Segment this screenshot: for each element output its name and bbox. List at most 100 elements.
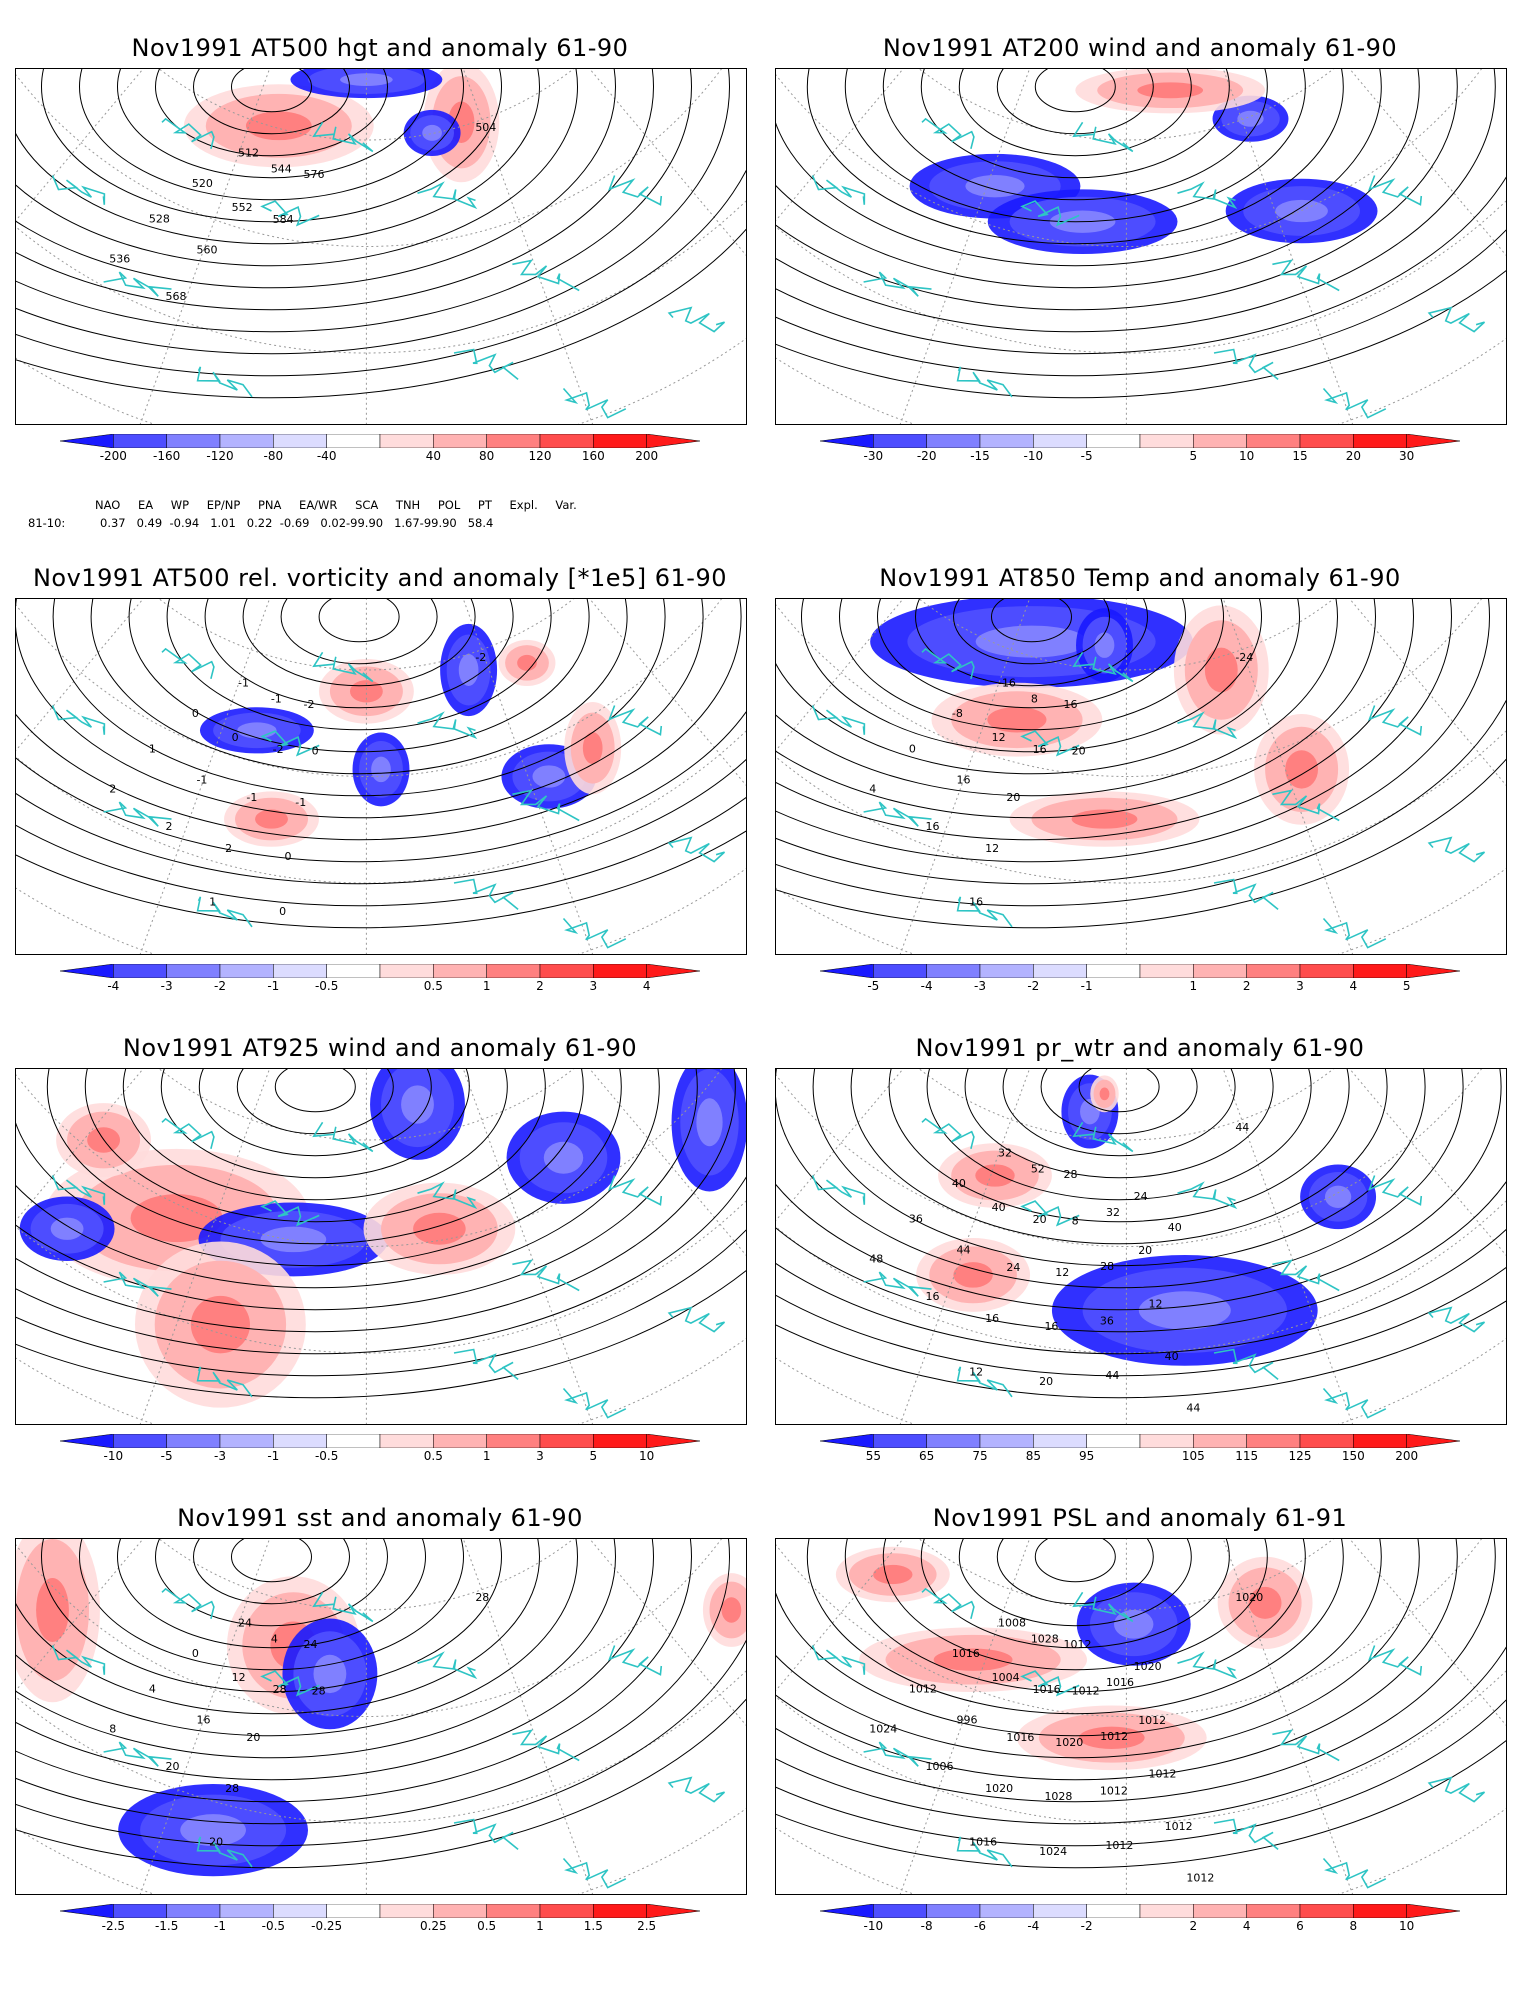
contour-label: 536: [109, 253, 130, 266]
contour: [776, 599, 1414, 841]
map-canvas: -24 -16 -8 0 4 8 12 16 16 16 16 20 12 16 20: [776, 599, 1506, 954]
meridian: [16, 599, 144, 752]
coastline: [196, 1836, 253, 1868]
contour-label: -16: [998, 676, 1016, 689]
meridian: [16, 1539, 144, 1692]
coastline: [1072, 121, 1134, 153]
colorbar-tick-label: -0.5: [261, 1919, 286, 1933]
colorbar-cell: [379, 1903, 434, 1919]
anomaly-shading: [909, 69, 1378, 254]
contour: [776, 1228, 1506, 1355]
contour: [776, 176, 1506, 355]
colorbar-cell: [1033, 1903, 1087, 1919]
teleconnection-row-label: 81-10:: [28, 516, 66, 530]
contour-label: 1020: [1235, 1591, 1263, 1604]
latitude-circle: [16, 1539, 722, 1717]
panel-title: Nov1991 pr_wtr and anomaly 61-90: [915, 1034, 1365, 1062]
contour-label: 16: [956, 773, 970, 786]
coastline: [196, 896, 253, 928]
contour: [198, 1069, 432, 1157]
colorbar-p6: 55 65 75 85 95 105 115 125 150 200: [819, 1433, 1461, 1463]
contour: [839, 599, 1224, 731]
colorbar-p7: -2.5 -1.5 -1 -0.5 -0.25 0.25 0.5 1 1.5 2.5: [59, 1903, 701, 1933]
contour-label: 1012: [1072, 1684, 1100, 1697]
colorbar-tick-label: 15: [1292, 449, 1308, 463]
lat-lon-grid: [776, 599, 1506, 954]
contour-label: 520: [192, 177, 213, 190]
coastline: [512, 259, 580, 292]
contour-label: 544: [271, 162, 292, 175]
colorbar-tick-label: -160: [153, 449, 181, 463]
coastline: [417, 1651, 478, 1680]
contour-lines: [16, 1069, 746, 1399]
contour-label: 28: [225, 1782, 239, 1795]
colorbar-cell: [326, 963, 381, 979]
colorbar-tick-label: 5: [1189, 449, 1198, 463]
coastline: [811, 175, 866, 205]
contour: [274, 1069, 356, 1113]
coastline: [453, 1348, 519, 1381]
coastline: [1213, 348, 1279, 381]
contour: [16, 1698, 746, 1869]
colorbar-p5: -10 -5 -3 -1 -0.5 0.5 1 3 5 10: [59, 1433, 701, 1463]
colorbar-cell: [539, 1433, 594, 1449]
colorbar-cell: [1033, 433, 1087, 449]
coastline: [956, 366, 1013, 398]
colorbar-cell: [1033, 963, 1087, 979]
contour: [915, 599, 1148, 687]
contour-label: 4: [271, 1632, 278, 1645]
anomaly-shading: [183, 69, 500, 183]
colorbar-tick-label: -2.5: [101, 1919, 126, 1933]
anomaly-blob-peak: [245, 111, 312, 141]
contour-label: 1012: [1100, 1784, 1128, 1797]
contour-lines: [16, 1539, 746, 1869]
contour: [193, 1539, 350, 1605]
meridian: [1222, 69, 1354, 424]
colorbar-tick-label: -3: [214, 1449, 226, 1463]
contour-label: 16: [1033, 743, 1047, 756]
coastline: [1020, 1200, 1080, 1227]
coastline: [667, 1306, 726, 1333]
colorbar-cell: [113, 963, 167, 979]
anomaly-blob-peak: [873, 1564, 913, 1585]
colorbar-cell: [486, 963, 541, 979]
contour: [16, 169, 746, 377]
contour-label: 20: [1072, 744, 1086, 757]
meridian: [1349, 1539, 1506, 1726]
contour: [812, 1069, 1426, 1267]
coastline: [1367, 175, 1423, 206]
coastline: [1427, 1776, 1486, 1803]
lat-lon-grid: [776, 1069, 1506, 1424]
colorbar-tick-label: -120: [206, 449, 234, 463]
colorbar-cell: [1193, 1433, 1247, 1449]
contour: [16, 599, 704, 819]
anomaly-blob-peak: [953, 1262, 993, 1288]
coastline: [667, 306, 726, 333]
colorbar-tick-label: 0.25: [419, 1919, 447, 1933]
contour-label: 1016: [1106, 1676, 1134, 1689]
colorbar-cell: [1246, 963, 1301, 979]
colorbar-tick-label: -10: [863, 1919, 884, 1933]
colorbar-cell: [1353, 1903, 1407, 1919]
colorbar-cell: [219, 433, 274, 449]
coastline: [1020, 1670, 1080, 1697]
colorbar-tick-label: -40: [316, 449, 337, 463]
coastline: [921, 647, 975, 679]
coastline: [1177, 711, 1238, 740]
colorbar-tick-label: 5: [589, 1449, 598, 1463]
coastline: [1322, 387, 1387, 419]
contour-label: 40: [952, 1177, 966, 1190]
meridian: [16, 69, 144, 222]
colorbar-tick-label: -1: [1080, 979, 1093, 993]
anomaly-blob-peak: [987, 706, 1047, 733]
coastline: [1272, 1729, 1340, 1762]
panel-title: Nov1991 PSL and anomaly 61-91: [932, 1504, 1348, 1532]
colorbar-cell: [1299, 1433, 1354, 1449]
contour: [16, 1639, 746, 1847]
contour: [776, 1069, 1502, 1311]
latitude-circle: [16, 1670, 746, 1824]
contour: [16, 711, 746, 863]
colorbar-tick-label: 200: [635, 449, 659, 463]
coastline: [921, 1117, 975, 1149]
contour: [90, 599, 628, 775]
